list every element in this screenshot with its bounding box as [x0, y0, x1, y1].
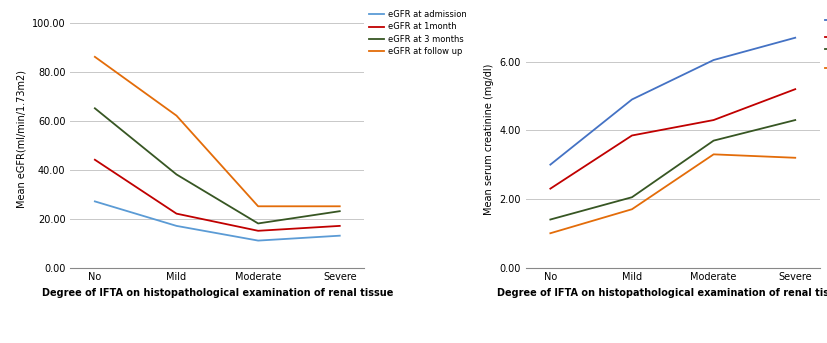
eGFR at follow up — [253, 204, 263, 208]
Line: eGFR at admission: eGFR at admission — [95, 201, 339, 240]
Serum creatinine at follow
up — [708, 152, 718, 156]
eGFR at 3 months — [90, 106, 100, 110]
Serum creatinine at
admission — [789, 36, 799, 40]
Legend: eGFR at admission, eGFR at 1month, eGFR at 3 months, eGFR at follow up: eGFR at admission, eGFR at 1month, eGFR … — [368, 9, 466, 57]
Serum creatinine at 3mon — [789, 118, 799, 122]
Serum creatinine at 3mon — [708, 139, 718, 143]
eGFR at 3 months — [334, 209, 344, 213]
Serum creatinine at follow
up — [789, 156, 799, 160]
Serum creatinine at
admission — [708, 58, 718, 62]
eGFR at 3 months — [253, 221, 263, 225]
Serum creatinine at follow
up — [626, 207, 636, 211]
Line: eGFR at 1month: eGFR at 1month — [95, 160, 339, 231]
eGFR at admission — [334, 234, 344, 238]
Serum creatinine at follow
up — [545, 231, 555, 235]
Line: eGFR at follow up: eGFR at follow up — [95, 57, 339, 206]
Serum creatinine at
admission — [626, 97, 636, 102]
Serum creatinine at 3mon — [626, 195, 636, 199]
Serum creatinine at 1mon — [708, 118, 718, 122]
eGFR at 1month — [90, 158, 100, 162]
Line: Serum creatinine at 3mon: Serum creatinine at 3mon — [550, 120, 794, 220]
X-axis label: Degree of IFTA on histopathological examination of renal tissue: Degree of IFTA on histopathological exam… — [41, 288, 393, 298]
eGFR at admission — [253, 238, 263, 243]
eGFR at follow up — [90, 55, 100, 59]
Y-axis label: Mean eGFR(ml/min/1.73m2): Mean eGFR(ml/min/1.73m2) — [17, 70, 26, 208]
eGFR at follow up — [334, 204, 344, 208]
Line: Serum creatinine at
admission: Serum creatinine at admission — [550, 38, 794, 165]
Serum creatinine at
admission — [545, 163, 555, 167]
Serum creatinine at 1mon — [545, 187, 555, 191]
eGFR at admission — [90, 199, 100, 203]
Line: Serum creatinine at 1mon: Serum creatinine at 1mon — [550, 89, 794, 189]
eGFR at admission — [171, 224, 181, 228]
eGFR at 1month — [253, 229, 263, 233]
Serum creatinine at 1mon — [626, 133, 636, 138]
eGFR at 3 months — [171, 173, 181, 177]
eGFR at 1month — [334, 224, 344, 228]
eGFR at 1month — [171, 212, 181, 216]
eGFR at follow up — [171, 114, 181, 118]
X-axis label: Degree of IFTA on histopathological examination of renal tissue: Degree of IFTA on histopathological exam… — [496, 288, 827, 298]
Serum creatinine at 3mon — [545, 217, 555, 222]
Line: eGFR at 3 months: eGFR at 3 months — [95, 108, 339, 223]
Y-axis label: Mean serum creatinine (mg/dl): Mean serum creatinine (mg/dl) — [483, 63, 494, 215]
Legend: Serum creatinine at
admission, Serum creatinine at 1mon, Serum creatinine at 3mo: Serum creatinine at admission, Serum cre… — [823, 9, 827, 78]
Line: Serum creatinine at follow
up: Serum creatinine at follow up — [550, 154, 794, 233]
Serum creatinine at 1mon — [789, 87, 799, 91]
